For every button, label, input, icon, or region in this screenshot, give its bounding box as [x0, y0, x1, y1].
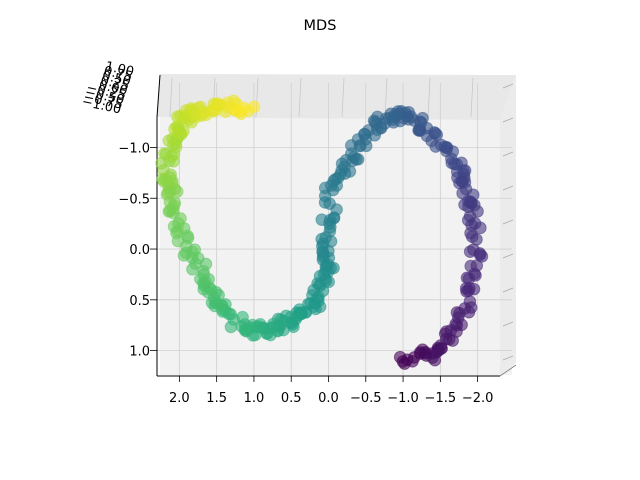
scatter-point — [247, 100, 261, 114]
y-tick-label: 0.0 — [129, 243, 150, 258]
top-pane-rung — [470, 77, 474, 118]
y-tick-label: 0.5 — [129, 294, 150, 309]
top-pane-rung — [298, 77, 302, 118]
scatter-point — [168, 122, 181, 136]
top-pane-rung — [169, 77, 173, 118]
y-tick-label: −1.0 — [118, 141, 150, 156]
y-tick-label: 1.0 — [129, 345, 150, 360]
scatter-point — [167, 199, 181, 212]
x-tick-label: −1.0 — [387, 391, 419, 406]
x-tick-label: 1.0 — [244, 391, 265, 406]
right-pane-tick — [502, 185, 514, 191]
right-pane-tick — [502, 355, 514, 361]
top-pane-rung — [427, 77, 431, 118]
right-pane-tick — [502, 287, 514, 293]
right-pane-tick — [502, 117, 514, 123]
top-pane-rung — [341, 77, 345, 118]
scatter-point — [464, 259, 478, 273]
x-tick-label: −1.5 — [425, 391, 457, 406]
scatter-point — [162, 134, 176, 147]
y-tick-label: −0.5 — [118, 192, 150, 207]
scatter-point — [189, 257, 202, 270]
scatter-point — [429, 140, 443, 153]
z-tick-label: 0.00 — [97, 78, 128, 99]
z-tick-label: 0.25 — [99, 73, 130, 94]
scatter-point — [406, 355, 419, 368]
right-pane-tick — [502, 253, 514, 259]
scatter-point — [318, 196, 332, 209]
x-tick-label: 2.0 — [169, 391, 190, 406]
right-pane-tick — [502, 151, 514, 157]
scatter-point — [382, 111, 396, 125]
z-tick-label: 1.00 — [104, 59, 135, 80]
right-pane — [500, 75, 516, 376]
right-pane-tick — [502, 219, 514, 225]
z-tick-label: 0.50 — [101, 69, 132, 90]
chart-title: MDS — [304, 18, 337, 34]
x-tick-label: 0.0 — [318, 391, 339, 406]
x-axis-perspective-end — [499, 364, 517, 377]
axis-lines — [150, 74, 517, 382]
x-tick-label: −2.0 — [462, 391, 494, 406]
z-axis-line — [156, 74, 161, 118]
top-pane-rung — [384, 77, 388, 118]
scatter-point — [470, 233, 483, 246]
x-tick-label: 0.5 — [281, 391, 302, 406]
right-pane-tick — [502, 83, 514, 89]
data-points — [155, 94, 489, 370]
x-tick-label: 1.5 — [206, 391, 227, 406]
scatter-point — [197, 264, 210, 278]
right-pane-tick — [502, 321, 514, 327]
x-tick-label: −0.5 — [350, 391, 382, 406]
z-tick-label: 0.75 — [102, 64, 133, 85]
scatter-point — [428, 126, 441, 139]
